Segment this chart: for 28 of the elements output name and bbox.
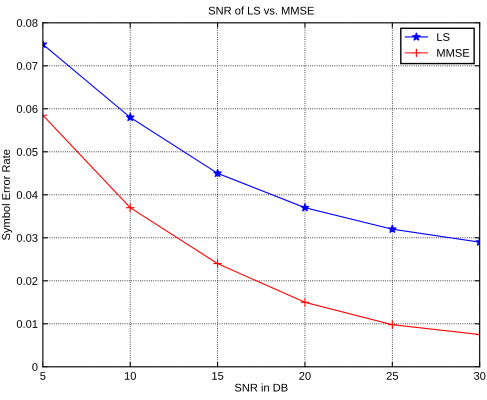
point (300, 202, 310, 212)
x-tick-label: 20 (299, 372, 311, 380)
legend-label: LS (437, 33, 450, 41)
y-tick-label: 0.03 (16, 234, 38, 242)
y-tick-label: 0 (32, 363, 38, 371)
legend-label: MMSE (437, 49, 470, 57)
point (126, 112, 135, 122)
x-tick-label: 15 (212, 372, 224, 380)
x-tick-label: 5 (40, 372, 46, 380)
point (126, 202, 135, 212)
x-tick-label: 25 (386, 372, 398, 380)
y-tick-label: 0.08 (16, 19, 38, 27)
y-tick-label: 0.07 (16, 62, 38, 70)
chart-title: SNR of LS vs. MMSE (208, 6, 314, 15)
point (213, 168, 222, 178)
x-tick-label: 30 (474, 372, 486, 380)
y-tick-label: 0.04 (16, 191, 38, 199)
x-axis-title: SNR in DB (234, 383, 288, 392)
y-tick-label: 0.05 (16, 148, 38, 156)
y-axis-title: Symbol Error Rate (2, 150, 12, 240)
x-tick-label: 10 (124, 372, 136, 380)
y-tick-label: 0.06 (16, 105, 38, 113)
point (388, 224, 397, 234)
point (300, 298, 310, 308)
y-tick-label: 0.02 (16, 277, 38, 285)
point (388, 320, 398, 330)
y-tick-label: 0.01 (16, 320, 38, 328)
point (212, 258, 222, 268)
